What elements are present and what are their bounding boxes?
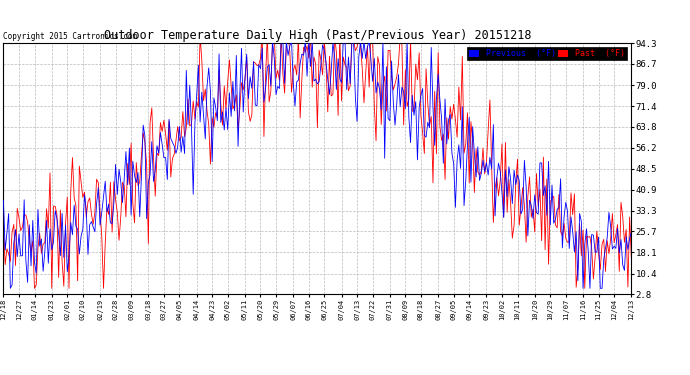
Title: Outdoor Temperature Daily High (Past/Previous Year) 20151218: Outdoor Temperature Daily High (Past/Pre… [104, 29, 531, 42]
Text: Copyright 2015 Cartronics.com: Copyright 2015 Cartronics.com [3, 32, 137, 40]
Legend: Previous  (°F), Past  (°F): Previous (°F), Past (°F) [467, 47, 627, 60]
